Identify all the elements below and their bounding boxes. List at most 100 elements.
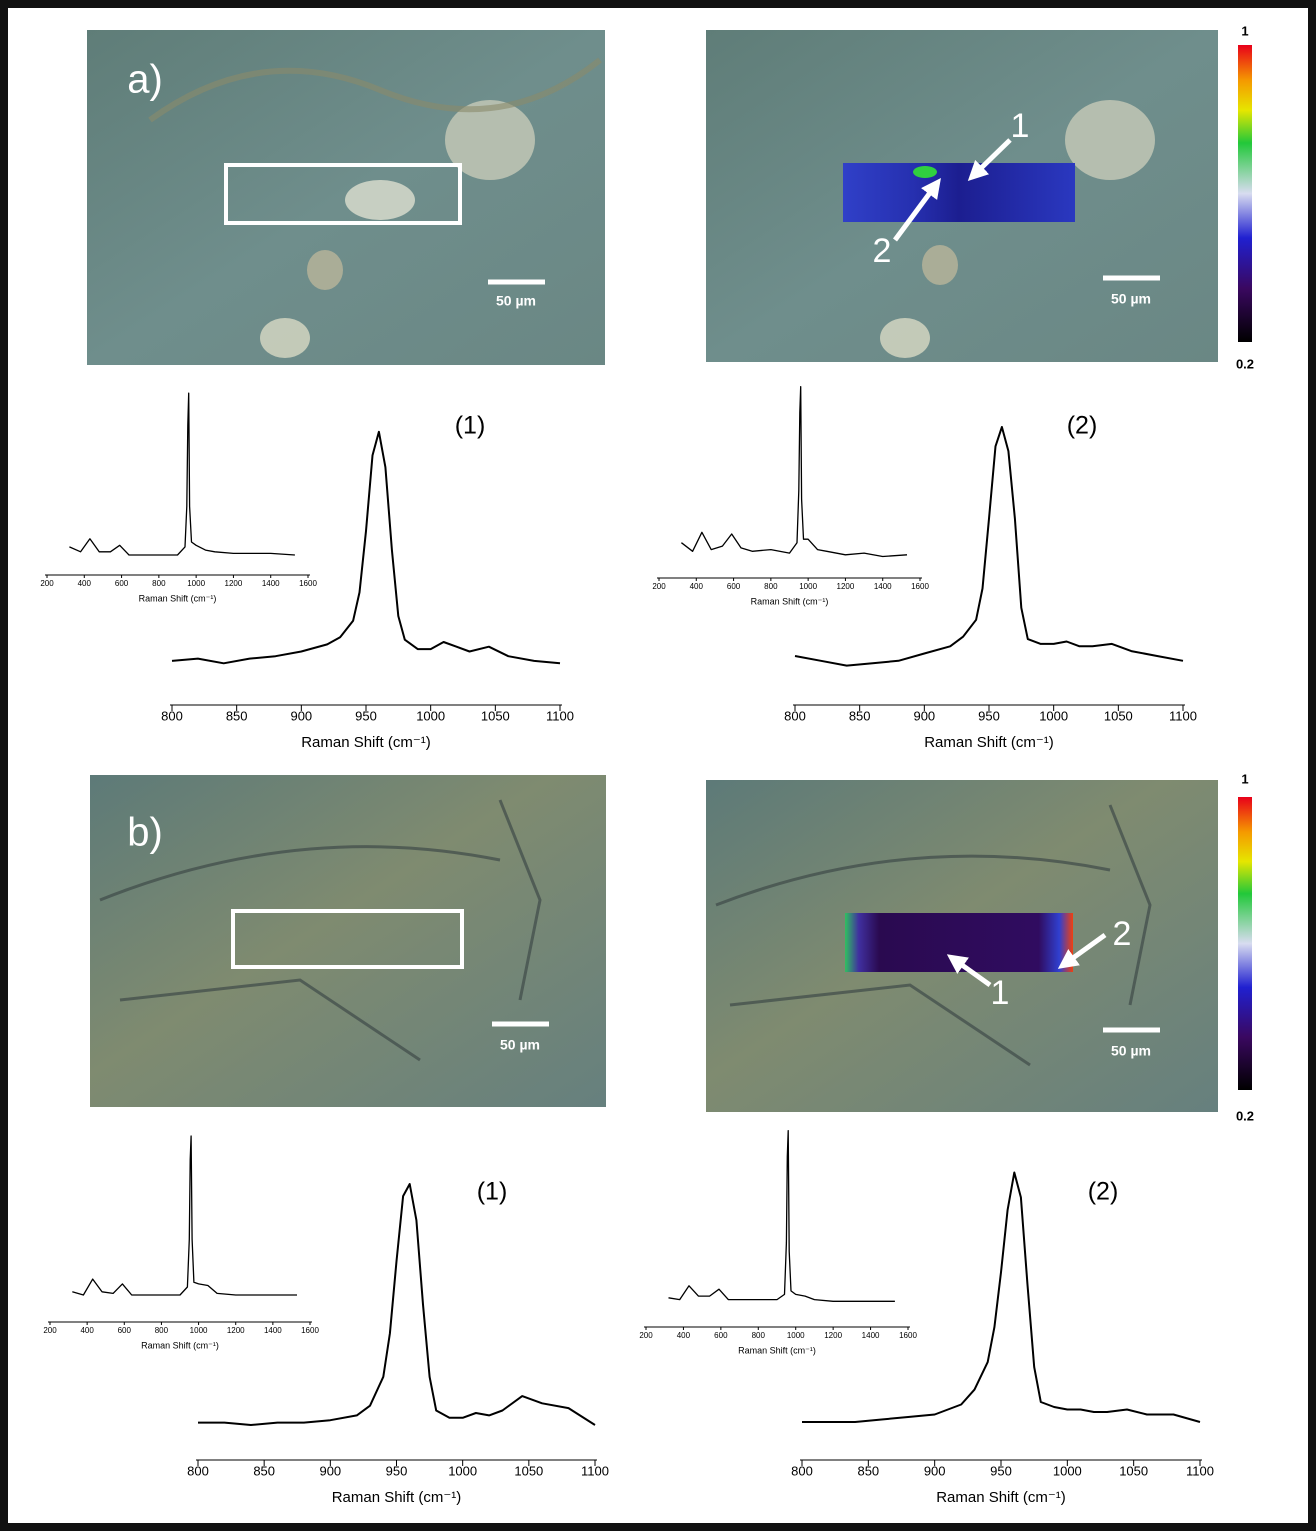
x-tick-label: 850 [253, 1463, 275, 1478]
x-tick-label: 950 [355, 708, 377, 723]
x-tick-label: 1400 [862, 1331, 880, 1340]
spectrum-line [794, 426, 1184, 667]
colorbar-min: 0.2 [1236, 356, 1254, 371]
x-axis-label: Raman Shift (cm⁻¹) [139, 593, 217, 603]
spectrum-line [681, 386, 908, 558]
x-tick-label: 1400 [264, 1326, 282, 1335]
spectrum-line [171, 430, 561, 665]
spectrum-line [802, 1171, 1201, 1423]
x-tick-label: 1100 [1186, 1463, 1214, 1478]
x-axis-label: Raman Shift (cm⁻¹) [332, 1489, 462, 1506]
x-tick-label: 600 [115, 579, 129, 588]
spectrum-line [69, 392, 295, 556]
x-axis-label: Raman Shift (cm⁻¹) [936, 1489, 1066, 1506]
chart-title: (1) [477, 1178, 508, 1206]
x-tick-label: 600 [727, 582, 741, 591]
x-tick-label: 1400 [874, 582, 892, 591]
colorbar-min: 0.2 [1236, 1108, 1254, 1123]
x-tick-label: 1000 [787, 1331, 805, 1340]
x-tick-label: 200 [43, 1326, 57, 1335]
x-axis-label: Raman Shift (cm⁻¹) [141, 1340, 219, 1350]
arrow-label: 1 [991, 974, 1010, 1012]
x-tick-label: 200 [652, 582, 666, 591]
panel-label: a) [127, 58, 163, 102]
x-tick-label: 1050 [481, 708, 510, 723]
x-tick-label: 1000 [1039, 708, 1068, 723]
x-tick-label: 1200 [227, 1326, 245, 1335]
scale-bar-label: 50 µm [500, 1037, 540, 1053]
arrow-label: 1 [1011, 107, 1030, 145]
x-tick-label: 600 [118, 1326, 132, 1335]
x-tick-label: 850 [857, 1463, 879, 1478]
x-tick-label: 900 [290, 708, 312, 723]
x-tick-label: 400 [690, 582, 704, 591]
x-tick-label: 600 [714, 1331, 728, 1340]
x-tick-label: 900 [924, 1463, 946, 1478]
colorbar-max: 1 [1241, 23, 1248, 38]
x-tick-label: 950 [386, 1463, 408, 1478]
colorbar [1238, 797, 1252, 1090]
x-tick-label: 800 [764, 582, 778, 591]
arrow-label: 2 [873, 232, 892, 270]
x-tick-label: 1100 [546, 708, 574, 723]
x-tick-label: 1000 [416, 708, 445, 723]
x-tick-label: 1000 [448, 1463, 477, 1478]
x-tick-label: 1050 [514, 1463, 543, 1478]
x-tick-label: 900 [319, 1463, 341, 1478]
x-tick-label: 800 [152, 579, 166, 588]
micrograph-a-left: 50 µm a) [87, 30, 605, 365]
x-tick-label: 1600 [899, 1331, 917, 1340]
x-tick-label: 800 [791, 1463, 813, 1478]
colorbar [1238, 45, 1252, 342]
chart-title: (2) [1088, 1178, 1119, 1206]
x-tick-label: 1200 [225, 579, 243, 588]
x-tick-label: 800 [784, 708, 806, 723]
x-tick-label: 200 [40, 579, 54, 588]
x-tick-label: 1000 [187, 579, 205, 588]
x-tick-label: 1200 [824, 1331, 842, 1340]
spectrum-line [72, 1135, 297, 1296]
chart-title: (1) [455, 412, 486, 440]
x-tick-label: 1200 [837, 582, 855, 591]
x-tick-label: 950 [990, 1463, 1012, 1478]
scale-bar-label: 50 µm [1111, 1043, 1151, 1059]
x-tick-label: 1000 [1053, 1463, 1082, 1478]
scale-bar-label: 50 µm [496, 293, 536, 309]
micrograph-a-right: 1 2 50 µm [706, 30, 1218, 362]
x-tick-label: 1600 [299, 579, 317, 588]
x-tick-label: 900 [913, 708, 935, 723]
micrograph-b-left: 50 µm b) [90, 775, 606, 1107]
x-tick-label: 1100 [581, 1463, 609, 1478]
x-tick-label: 950 [978, 708, 1000, 723]
x-tick-label: 1600 [911, 582, 929, 591]
x-tick-label: 400 [677, 1331, 691, 1340]
x-tick-label: 400 [78, 579, 92, 588]
micrograph-b-right: 2 1 50 µm [706, 780, 1218, 1112]
x-tick-label: 800 [752, 1331, 766, 1340]
x-tick-label: 850 [226, 708, 248, 723]
x-tick-label: 1000 [799, 582, 817, 591]
x-axis-label: Raman Shift (cm⁻¹) [751, 596, 829, 606]
spectrum-line [198, 1183, 596, 1426]
x-axis-label: Raman Shift (cm⁻¹) [924, 734, 1054, 751]
scale-bar-label: 50 µm [1111, 291, 1151, 307]
spectrum-line [668, 1129, 895, 1302]
x-tick-label: 1000 [190, 1326, 208, 1335]
x-tick-label: 1600 [301, 1326, 319, 1335]
arrow-label: 2 [1113, 915, 1132, 953]
x-tick-label: 1050 [1119, 1463, 1148, 1478]
x-tick-label: 1050 [1104, 708, 1133, 723]
x-axis-label: Raman Shift (cm⁻¹) [301, 734, 431, 751]
x-tick-label: 800 [187, 1463, 209, 1478]
x-tick-label: 800 [155, 1326, 169, 1335]
x-tick-label: 1400 [262, 579, 280, 588]
x-tick-label: 200 [639, 1331, 653, 1340]
x-tick-label: 800 [161, 708, 183, 723]
chart-title: (2) [1067, 412, 1098, 440]
x-axis-label: Raman Shift (cm⁻¹) [738, 1345, 816, 1355]
x-tick-label: 400 [80, 1326, 94, 1335]
panel-label: b) [127, 811, 163, 855]
x-tick-label: 850 [849, 708, 871, 723]
